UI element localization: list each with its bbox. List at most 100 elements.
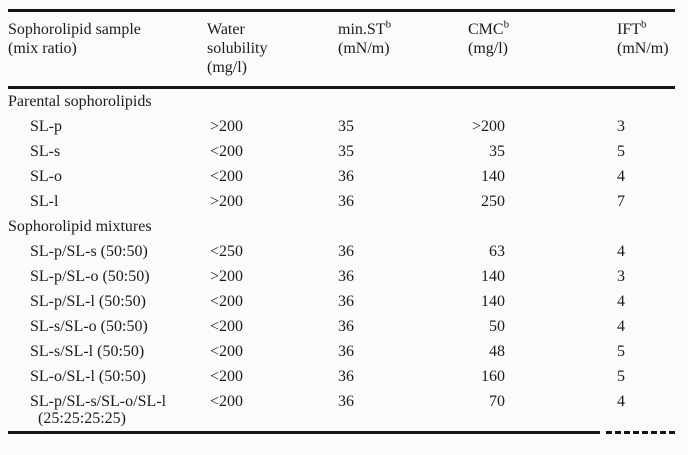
sample-name: SL-p/SL-s (50:50) [30, 243, 148, 260]
sample-name-cell: SL-l [8, 189, 207, 214]
ift-value: 5 [617, 368, 625, 385]
sample-name: SL-l [30, 193, 59, 210]
col-header-ift-line1: IFTb [617, 18, 675, 39]
col-header-sample-line1: Sophorolipid sample [8, 21, 141, 38]
cmc-value: 70 [489, 393, 505, 410]
sophorolipid-properties-table: Sophorolipid sample (mix ratio) Water so… [8, 9, 675, 434]
col-header-ift: IFTb (mN/m) [505, 10, 675, 89]
min-st-value: 35 [338, 143, 354, 160]
table-row: SL-l >200 36 250 7 [8, 189, 675, 214]
cmc-value: 63 [489, 243, 505, 260]
col-header-water-unit: (mg/l) [207, 59, 247, 76]
cmc-value: 140 [481, 293, 505, 310]
col-header-sample: Sophorolipid sample (mix ratio) [8, 10, 207, 89]
ift-value: 4 [617, 318, 625, 335]
sample-name: SL-s/SL-o (50:50) [30, 318, 148, 335]
table-row: SL-p/SL-l (50:50) <200 36 140 4 [8, 289, 675, 314]
col-header-min-st-label: min.ST [338, 21, 386, 38]
bottom-rule-dashed-artifact [606, 431, 675, 434]
sample-name-cell: SL-p/SL-l (50:50) [8, 289, 207, 314]
col-header-sample-line2: (mix ratio) [8, 40, 77, 57]
sample-name: SL-p/SL-s/SL-o/SL-l [30, 393, 167, 410]
table-row: SL-s <200 35 35 5 [8, 139, 675, 164]
min-st-value: 36 [338, 293, 354, 310]
bottom-rule-solid-segment [8, 431, 600, 434]
cmc-value: 50 [489, 318, 505, 335]
min-st-value: 36 [338, 268, 354, 285]
water-solubility-value: <200 [210, 318, 244, 335]
ift-value: 3 [617, 118, 625, 135]
sample-name-cell: SL-s/SL-o (50:50) [8, 314, 207, 339]
sample-name: SL-s/SL-l (50:50) [30, 343, 145, 360]
sample-name-cell: SL-p/SL-s/SL-o/SL-l (25:25:25:25) [8, 389, 207, 431]
min-st-value: 36 [338, 193, 354, 210]
min-st-value: 36 [338, 243, 354, 260]
col-header-cmc-line1: CMCb [468, 19, 509, 39]
ift-value: 7 [617, 193, 625, 210]
ift-value: 4 [617, 293, 625, 310]
footnote-marker-b: b [385, 18, 392, 31]
sample-name-cell: SL-s [8, 139, 207, 164]
col-header-cmc-unit: (mg/l) [468, 40, 508, 57]
sample-name-cell: SL-p/SL-s (50:50) [8, 239, 207, 264]
sample-name-cell: SL-o [8, 164, 207, 189]
col-header-ift-unit: (mN/m) [617, 40, 669, 57]
table-row: SL-o/SL-l (50:50) <200 36 160 5 [8, 364, 675, 389]
sample-mix-ratio: (25:25:25:25) [38, 410, 126, 427]
sample-name: SL-o/SL-l (50:50) [30, 368, 146, 385]
min-st-value: 36 [338, 368, 354, 385]
sample-name-cell: SL-o/SL-l (50:50) [8, 364, 207, 389]
sample-name: SL-p [30, 118, 62, 135]
footnote-marker-b: b [641, 18, 647, 31]
section-label: Sophorolipid mixtures [8, 218, 152, 235]
col-header-min-st-line1: min.STb [338, 18, 458, 39]
col-header-ift-label: IFT [617, 21, 641, 38]
table-row: SL-p/SL-s (50:50) <250 36 63 4 [8, 239, 675, 264]
col-header-cmc: CMCb (mg/l) [458, 10, 509, 89]
water-solubility-value: <200 [210, 168, 244, 185]
table-row: SL-s/SL-o (50:50) <200 36 50 4 [8, 314, 675, 339]
table-row: SL-s/SL-l (50:50) <200 36 48 5 [8, 339, 675, 364]
data-table: Sophorolipid sample (mix ratio) Water so… [8, 9, 675, 431]
cmc-value: 160 [481, 368, 505, 385]
table-row: SL-o <200 36 140 4 [8, 164, 675, 189]
table-row: SL-p/SL-s/SL-o/SL-l (25:25:25:25) <200 36 70… [8, 389, 675, 431]
water-solubility-value: >200 [210, 118, 244, 135]
table-bottom-rule [8, 431, 675, 434]
min-st-value: 35 [338, 118, 354, 135]
ift-value: 5 [617, 143, 625, 160]
water-solubility-value: <200 [210, 393, 244, 410]
section-row: Sophorolipid mixtures [8, 214, 675, 239]
col-header-min-st: min.STb (mN/m) [338, 10, 458, 89]
sample-name: SL-p/SL-o (50:50) [30, 268, 150, 285]
water-solubility-value: >200 [210, 193, 244, 210]
cmc-value: 140 [481, 268, 505, 285]
water-solubility-value: <200 [210, 143, 244, 160]
cmc-value: 250 [481, 193, 505, 210]
cmc-value: 48 [489, 343, 505, 360]
water-solubility-value: >200 [210, 268, 244, 285]
section-label: Parental sophorolipids [8, 93, 152, 110]
ift-value: 4 [617, 393, 625, 410]
water-solubility-value: <250 [210, 243, 244, 260]
cmc-value: 140 [481, 168, 505, 185]
col-header-cmc-label: CMC [468, 21, 504, 38]
table-row: SL-p/SL-o (50:50) >200 36 140 3 [8, 264, 675, 289]
sample-name-cell: SL-p/SL-o (50:50) [8, 264, 207, 289]
ift-value: 4 [617, 168, 625, 185]
sample-name: SL-p/SL-l (50:50) [30, 293, 146, 310]
ift-value: 3 [617, 268, 625, 285]
footnote-marker-b: b [503, 18, 510, 31]
water-solubility-value: <200 [210, 293, 244, 310]
ift-value: 5 [617, 343, 625, 360]
header-row: Sophorolipid sample (mix ratio) Water so… [8, 10, 675, 89]
water-solubility-value: <200 [210, 343, 244, 360]
cmc-value: >200 [471, 118, 505, 135]
ift-value: 4 [617, 243, 625, 260]
min-st-value: 36 [338, 393, 354, 410]
section-row: Parental sophorolipids [8, 88, 675, 115]
min-st-value: 36 [338, 343, 354, 360]
min-st-value: 36 [338, 318, 354, 335]
sample-name-cell: SL-p [8, 114, 207, 139]
col-header-water-line1: Water solubility [207, 21, 268, 57]
